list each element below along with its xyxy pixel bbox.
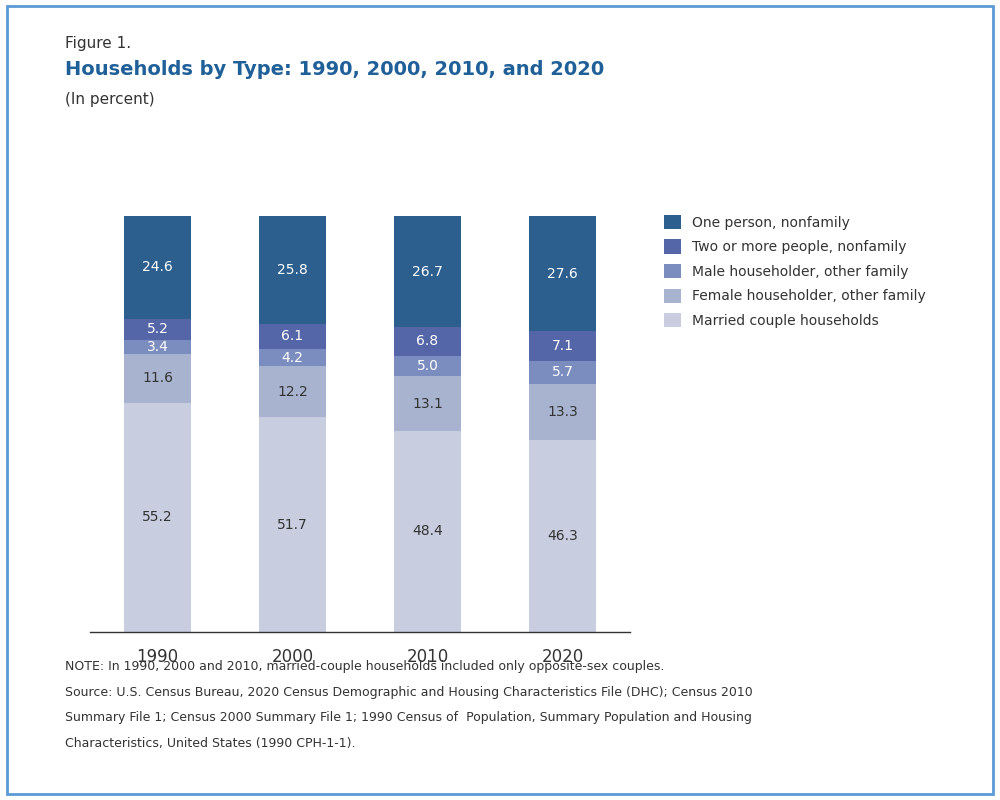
Text: 13.3: 13.3: [547, 405, 578, 419]
Text: Figure 1.: Figure 1.: [65, 36, 131, 51]
Bar: [394, 216, 461, 327]
Bar: [529, 439, 596, 632]
Bar: [529, 361, 596, 384]
Bar: [529, 384, 596, 439]
Text: 46.3: 46.3: [547, 529, 578, 542]
Text: 7.1: 7.1: [552, 339, 574, 353]
Text: 6.1: 6.1: [281, 330, 304, 343]
Text: 27.6: 27.6: [547, 266, 578, 281]
Text: Source: U.S. Census Bureau, 2020 Census Demographic and Housing Characteristics : Source: U.S. Census Bureau, 2020 Census …: [65, 686, 753, 698]
Bar: [529, 216, 596, 331]
Text: 24.6: 24.6: [142, 261, 173, 274]
Text: Characteristics, United States (1990 CPH-1-1).: Characteristics, United States (1990 CPH…: [65, 737, 356, 750]
Bar: [259, 323, 326, 349]
Bar: [259, 366, 326, 417]
Text: 51.7: 51.7: [277, 518, 308, 531]
Bar: [124, 340, 191, 354]
Bar: [124, 318, 191, 340]
Text: 13.1: 13.1: [412, 397, 443, 410]
Text: (In percent): (In percent): [65, 92, 155, 107]
Bar: [124, 216, 191, 318]
Text: Summary File 1; Census 2000 Summary File 1; 1990 Census of  Population, Summary : Summary File 1; Census 2000 Summary File…: [65, 711, 752, 724]
Text: 5.7: 5.7: [552, 366, 573, 379]
Text: 12.2: 12.2: [277, 385, 308, 398]
Bar: [259, 216, 326, 323]
Bar: [394, 431, 461, 632]
Bar: [124, 354, 191, 402]
Text: 6.8: 6.8: [416, 334, 439, 349]
Bar: [394, 376, 461, 431]
Bar: [259, 417, 326, 632]
Bar: [394, 327, 461, 355]
Text: 4.2: 4.2: [282, 350, 303, 365]
Bar: [529, 331, 596, 361]
Text: NOTE: In 1990, 2000 and 2010, married-couple households included only opposite-s: NOTE: In 1990, 2000 and 2010, married-co…: [65, 660, 664, 673]
Bar: [394, 355, 461, 376]
Text: 3.4: 3.4: [147, 340, 168, 354]
Text: 55.2: 55.2: [142, 510, 173, 524]
Text: 26.7: 26.7: [412, 265, 443, 279]
Bar: [259, 349, 326, 366]
Text: 5.0: 5.0: [417, 359, 438, 373]
Text: 25.8: 25.8: [277, 263, 308, 277]
Text: Households by Type: 1990, 2000, 2010, and 2020: Households by Type: 1990, 2000, 2010, an…: [65, 60, 604, 79]
Text: 48.4: 48.4: [412, 525, 443, 538]
Text: 11.6: 11.6: [142, 371, 173, 386]
Bar: [124, 402, 191, 632]
Legend: One person, nonfamily, Two or more people, nonfamily, Male householder, other fa: One person, nonfamily, Two or more peopl…: [664, 215, 925, 328]
Text: 5.2: 5.2: [147, 322, 168, 336]
